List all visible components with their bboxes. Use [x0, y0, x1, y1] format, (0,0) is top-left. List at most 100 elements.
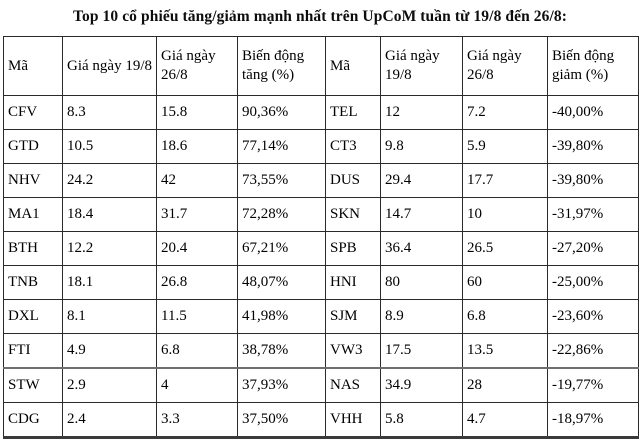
stock-code-cell: SPB — [325, 231, 381, 266]
stock-code-cell: TEL — [325, 95, 381, 130]
document-page: Top 10 cổ phiếu tăng/giảm mạnh nhất trên… — [0, 6, 640, 444]
value-cell: 8.9 — [380, 299, 463, 334]
table-row: CFV 8.3 15.8 90,36% TEL 12 7.2 -40,00% — [3, 95, 639, 130]
value-cell: 72,28% — [237, 197, 326, 232]
stock-code-cell: MA1 — [3, 197, 63, 232]
value-cell: 11.5 — [156, 299, 238, 334]
header-cell: Giá ngày 26/8 — [462, 36, 548, 96]
value-cell: 26.5 — [462, 231, 548, 266]
value-cell: 10 — [462, 197, 548, 232]
table-title: Top 10 cổ phiếu tăng/giảm mạnh nhất trên… — [72, 8, 568, 25]
table-row: STW 2.9 4 37,93% NAS 34.9 28 -19,77% — [3, 367, 639, 403]
stock-code-cell: VW3 — [325, 333, 381, 369]
value-cell: -40,00% — [547, 95, 639, 130]
value-cell: 26.8 — [156, 265, 238, 300]
table-row: CDG 2.4 3.3 37,50% VHH 5.8 4.7 -18,97% — [3, 402, 639, 438]
value-cell: -39,80% — [547, 163, 639, 198]
value-cell: 48,07% — [237, 265, 326, 300]
stock-code-cell: STW — [3, 367, 63, 403]
stock-table: Mã Giá ngày 19/8 Giá ngày 26/8 Biến động tă… — [3, 36, 639, 439]
value-cell: 18.1 — [62, 265, 157, 300]
value-cell: 24.2 — [62, 163, 157, 198]
value-cell: 8.1 — [62, 299, 157, 334]
stock-code-cell: NHV — [3, 163, 63, 198]
value-cell: -18,97% — [547, 402, 639, 438]
value-cell: -23,60% — [547, 299, 639, 334]
value-cell: 12 — [380, 95, 463, 130]
table-row: GTD 10.5 18.6 77,14% CT3 9.8 5.9 -39,80% — [3, 129, 639, 164]
table-body: CFV 8.3 15.8 90,36% TEL 12 7.2 -40,00% GTD 10.5 18… — [3, 95, 639, 438]
value-cell: 18.4 — [62, 197, 157, 232]
header-cell: Mã — [3, 36, 63, 96]
value-cell: 5.8 — [380, 402, 463, 438]
value-cell: 29.4 — [380, 163, 463, 198]
table-row: MA1 18.4 31.7 72,28% SKN 14.7 10 -31,97% — [3, 197, 639, 232]
value-cell: 31.7 — [156, 197, 238, 232]
value-cell: 90,36% — [237, 95, 326, 130]
stock-code-cell: FTI — [3, 333, 63, 369]
header-cell: Giá ngày 19/8 — [380, 36, 463, 96]
stock-code-cell: GTD — [3, 129, 63, 164]
stock-code-cell: DXL — [3, 299, 63, 334]
value-cell: 18.6 — [156, 129, 238, 164]
value-cell: 8.3 — [62, 95, 157, 130]
stock-code-cell: NAS — [325, 367, 381, 403]
value-cell: -27,20% — [547, 231, 639, 266]
value-cell: -31,97% — [547, 197, 639, 232]
header-cell: Giá ngày 19/8 — [62, 36, 157, 96]
value-cell: 6.8 — [462, 299, 548, 334]
value-cell: 77,14% — [237, 129, 326, 164]
value-cell: 15.8 — [156, 95, 238, 130]
value-cell: 2.9 — [62, 367, 157, 403]
header-cell: Biến động giảm (%) — [547, 36, 639, 96]
value-cell: 12.2 — [62, 231, 157, 266]
header-cell: Biến động tăng (%) — [237, 36, 326, 96]
stock-code-cell: BTH — [3, 231, 63, 266]
value-cell: 4 — [156, 367, 238, 403]
value-cell: 60 — [462, 265, 548, 300]
table-row: NHV 24.2 42 73,55% DUS 29.4 17.7 -39,80% — [3, 163, 639, 198]
stock-code-cell: CT3 — [325, 129, 381, 164]
value-cell: 34.9 — [380, 367, 463, 403]
stock-code-cell: SJM — [325, 299, 381, 334]
value-cell: 67,21% — [237, 231, 326, 266]
value-cell: 6.8 — [156, 333, 238, 369]
value-cell: 14.7 — [380, 197, 463, 232]
stock-code-cell: CFV — [3, 95, 63, 130]
value-cell: 73,55% — [237, 163, 326, 198]
value-cell: 4.7 — [462, 402, 548, 438]
table-row: BTH 12.2 20.4 67,21% SPB 36.4 26.5 -27,20% — [3, 231, 639, 266]
value-cell: 9.8 — [380, 129, 463, 164]
value-cell: 37,93% — [237, 367, 326, 403]
value-cell: 17.5 — [380, 333, 463, 369]
value-cell: 37,50% — [237, 402, 326, 438]
table-header-row: Mã Giá ngày 19/8 Giá ngày 26/8 Biến động tă… — [3, 36, 639, 96]
value-cell: 4.9 — [62, 333, 157, 369]
value-cell: 36.4 — [380, 231, 463, 266]
stock-code-cell: DUS — [325, 163, 381, 198]
value-cell: -39,80% — [547, 129, 639, 164]
value-cell: 42 — [156, 163, 238, 198]
stock-code-cell: HNI — [325, 265, 381, 300]
stock-code-cell: VHH — [325, 402, 381, 438]
value-cell: 17.7 — [462, 163, 548, 198]
header-cell: Mã — [325, 36, 381, 96]
table-row: FTI 4.9 6.8 38,78% VW3 17.5 13.5 -22,86% — [3, 333, 639, 369]
header-cell: Giá ngày 26/8 — [156, 36, 238, 96]
value-cell: 38,78% — [237, 333, 326, 369]
value-cell: 13.5 — [462, 333, 548, 369]
value-cell: 3.3 — [156, 402, 238, 438]
value-cell: 41,98% — [237, 299, 326, 334]
value-cell: -25,00% — [547, 265, 639, 300]
value-cell: 28 — [462, 367, 548, 403]
stock-code-cell: SKN — [325, 197, 381, 232]
value-cell: 20.4 — [156, 231, 238, 266]
value-cell: -19,77% — [547, 367, 639, 403]
value-cell: 2.4 — [62, 402, 157, 438]
stock-code-cell: CDG — [3, 402, 63, 438]
value-cell: 7.2 — [462, 95, 548, 130]
stock-code-cell: TNB — [3, 265, 63, 300]
table-row: TNB 18.1 26.8 48,07% HNI 80 60 -25,00% — [3, 265, 639, 300]
value-cell: 80 — [380, 265, 463, 300]
value-cell: -22,86% — [547, 333, 639, 369]
